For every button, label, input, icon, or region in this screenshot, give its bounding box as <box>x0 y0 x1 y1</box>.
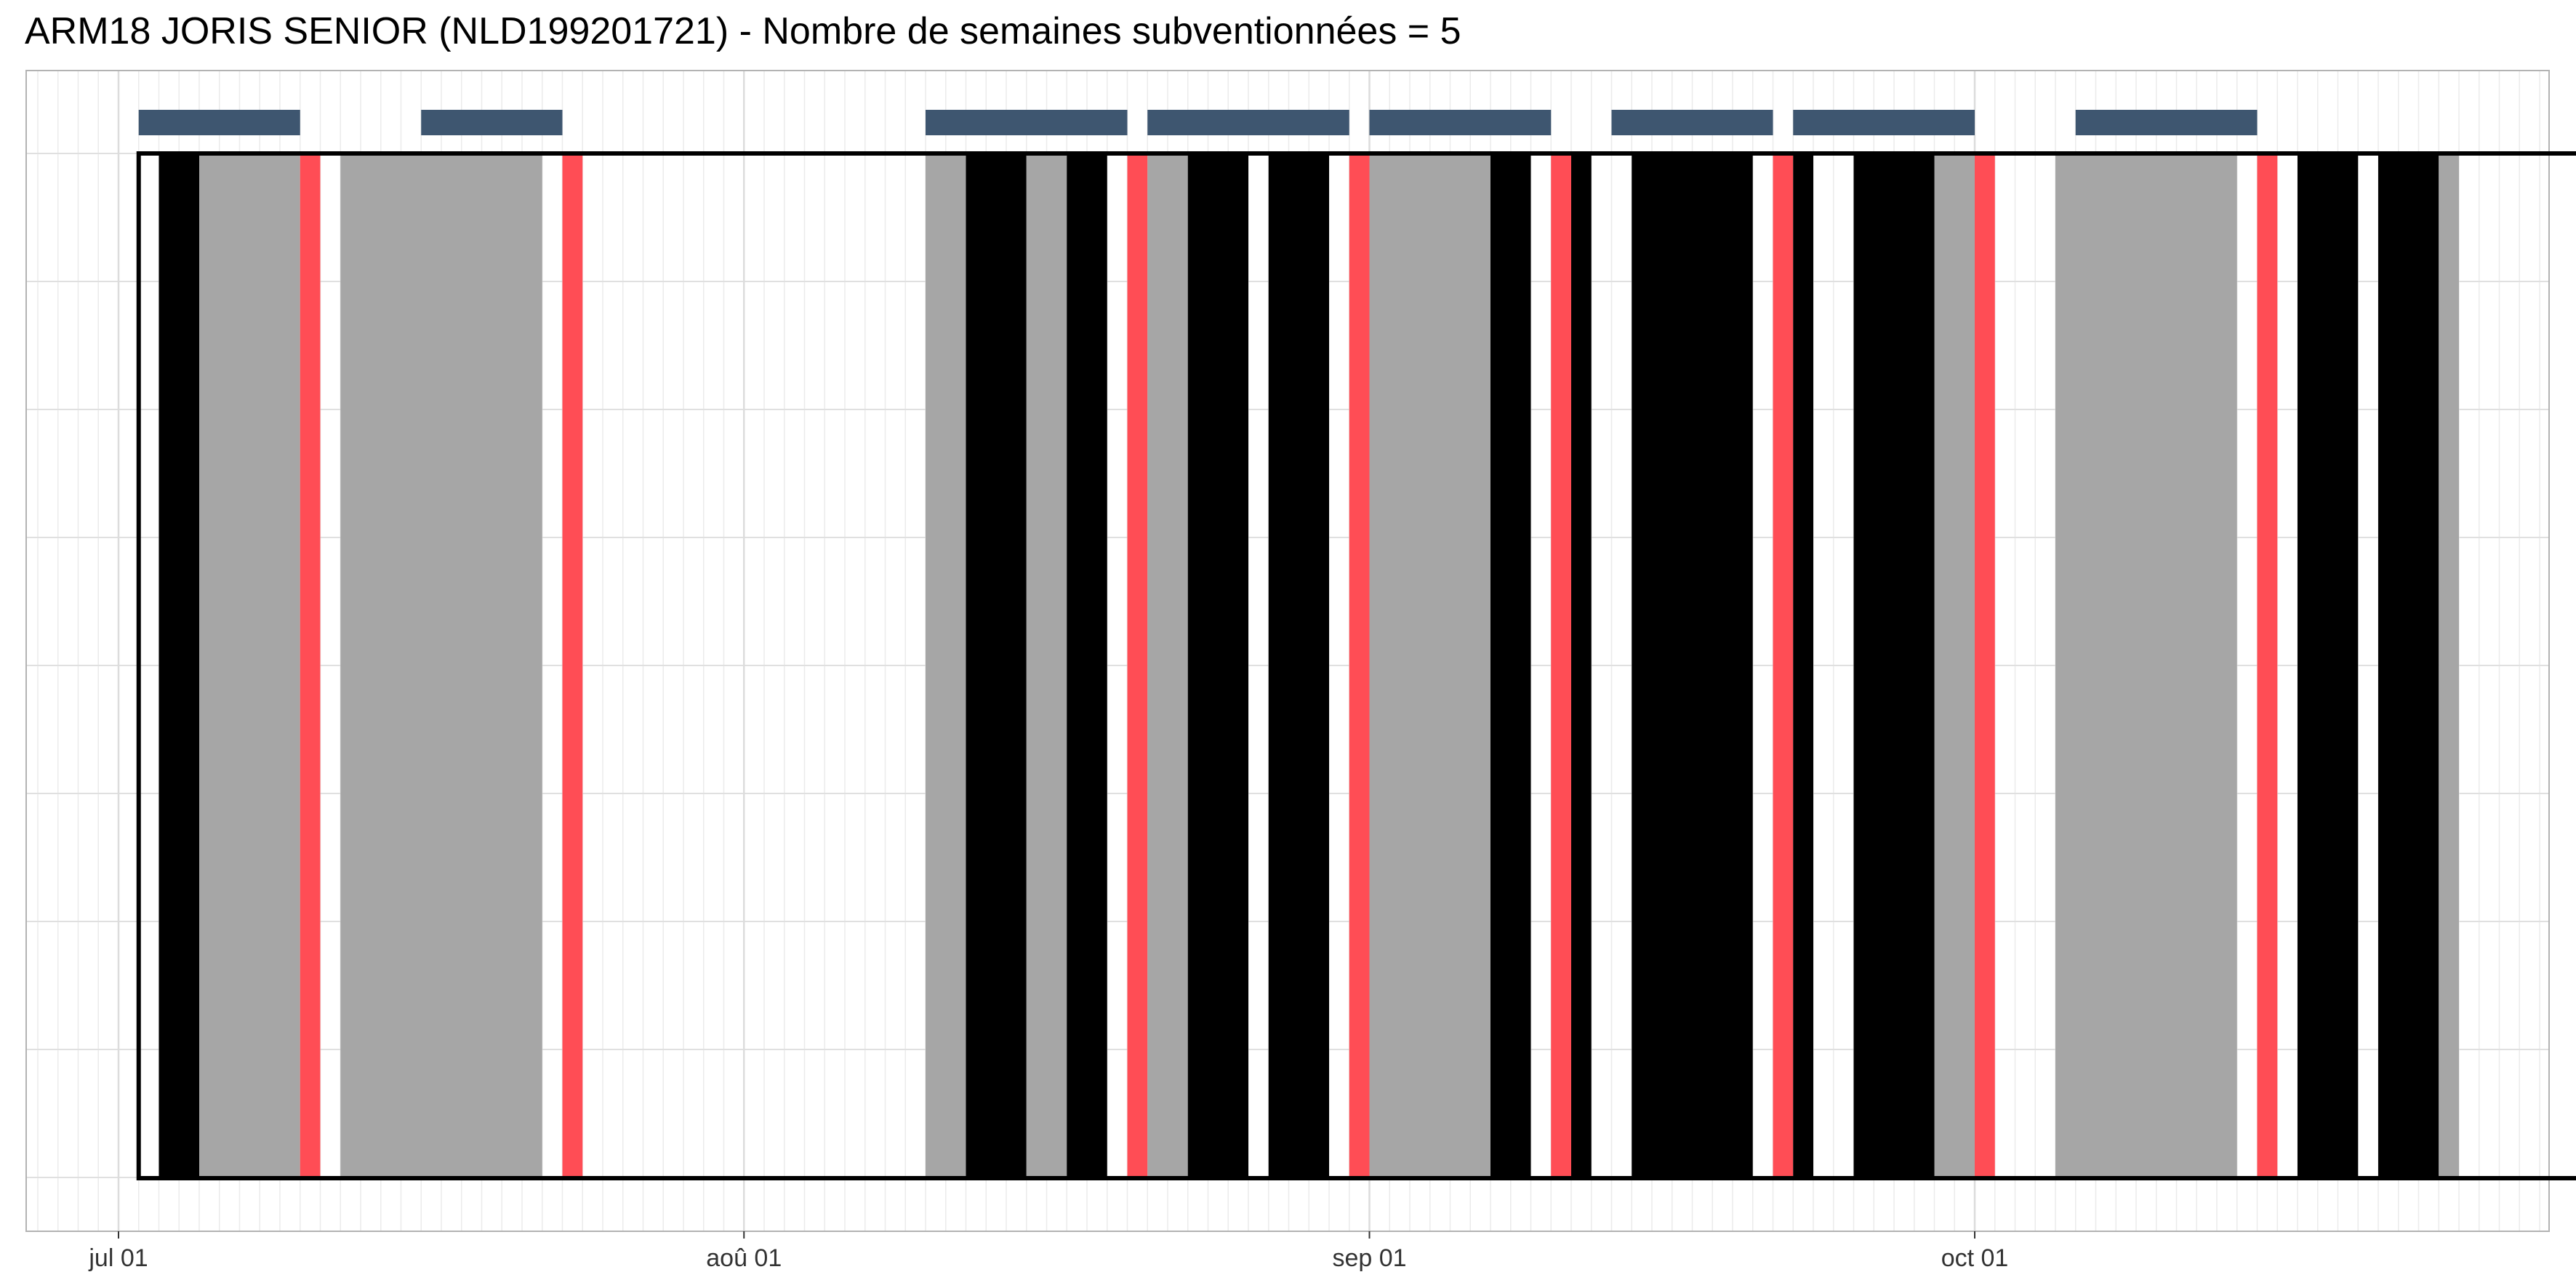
tick-label: oct 01 <box>1941 1244 2009 1272</box>
day-block-grey <box>199 153 300 1178</box>
panel-border <box>25 70 2550 1232</box>
day-block-grey <box>1369 153 1490 1178</box>
day-block-black <box>1632 153 1753 1178</box>
day-block-black <box>1571 153 1592 1178</box>
day-block-black <box>1490 153 1531 1178</box>
day-blocks <box>159 153 2459 1178</box>
tick-label: jul 01 <box>88 1244 148 1272</box>
day-block-red <box>1349 153 1370 1178</box>
tick-label: aoû 01 <box>706 1244 782 1272</box>
chart-title: ARM18 JORIS SENIOR (NLD199201721) - Nomb… <box>25 10 1461 52</box>
day-block-grey <box>1147 153 1188 1178</box>
day-block-red <box>1975 153 1995 1178</box>
week-bar <box>2075 110 2258 135</box>
day-block-red <box>562 153 583 1178</box>
day-block-black <box>1187 153 1248 1178</box>
week-bar <box>1793 110 1975 135</box>
day-block-black <box>159 153 199 1178</box>
day-block-grey <box>2439 153 2459 1178</box>
week-bar <box>1611 110 1773 135</box>
day-block-grey <box>340 153 542 1178</box>
week-bar <box>138 110 300 135</box>
x-axis: jul 01 aoû 01 sep 01 oct 01 <box>88 1231 2008 1272</box>
day-block-red <box>1551 153 1571 1178</box>
day-block-black <box>966 153 1027 1178</box>
week-bar <box>1369 110 1552 135</box>
day-block-black <box>1793 153 1813 1178</box>
week-bar <box>1147 110 1349 135</box>
day-block-grey <box>926 153 966 1178</box>
day-block-red <box>2257 153 2278 1178</box>
period-frame <box>136 151 2576 1180</box>
day-block-red <box>1127 153 1148 1178</box>
day-block-black <box>2378 153 2439 1178</box>
day-block-black <box>1268 153 1329 1178</box>
day-block-black <box>1067 153 1107 1178</box>
day-block-grey <box>2055 153 2237 1178</box>
week-bar <box>926 110 1128 135</box>
day-block-black <box>2298 153 2359 1178</box>
tick-label: sep 01 <box>1332 1244 1406 1272</box>
day-block-grey <box>1934 153 1975 1178</box>
day-block-red <box>300 153 321 1178</box>
day-block-red <box>1773 153 1794 1178</box>
week-bars <box>138 110 2258 135</box>
week-bar <box>421 110 563 135</box>
day-block-black <box>1853 153 1935 1178</box>
day-block-grey <box>1026 153 1067 1178</box>
